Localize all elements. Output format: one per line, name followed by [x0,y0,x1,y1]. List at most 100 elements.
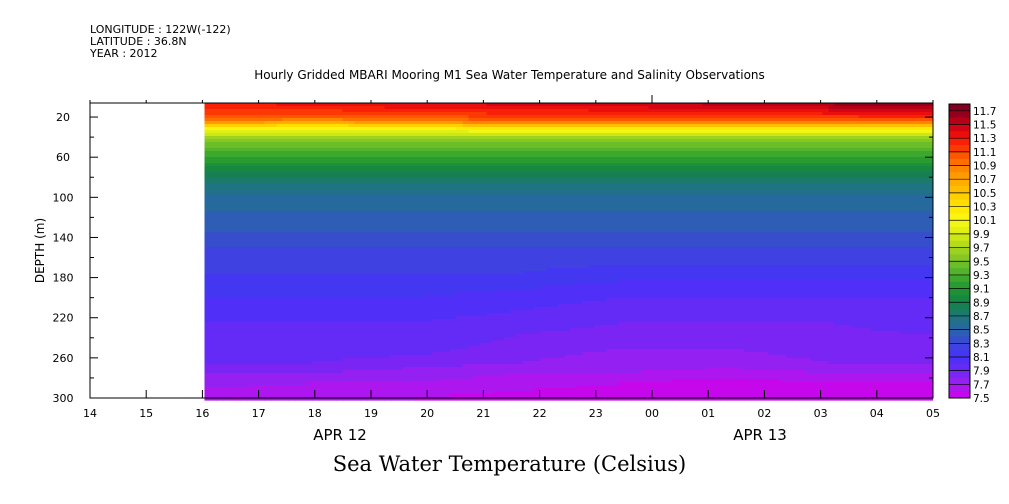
heatmap-cell [492,136,500,140]
heatmap-cell [450,235,458,239]
heatmap-cell [420,226,428,230]
heatmap-cell [480,307,488,311]
heatmap-cell [504,199,512,203]
heatmap-cell [264,238,272,242]
heatmap-cell [354,130,362,134]
heatmap-cell [222,193,230,197]
heatmap-cell [462,148,470,152]
heatmap-cell [474,163,482,167]
heatmap-cell [450,115,458,119]
heatmap-cell [318,274,326,278]
heatmap-cell [210,157,218,161]
heatmap-cell [258,328,266,332]
heatmap-cell [234,397,242,401]
heatmap-cell [438,340,446,344]
heatmap-cell [456,391,464,395]
heatmap-cell [420,166,428,170]
heatmap-cell [372,319,380,323]
heatmap-cell [318,385,326,389]
heatmap-cell [300,238,308,242]
heatmap-cell [228,124,236,128]
heatmap-cell [300,154,308,158]
heatmap-cell [258,154,266,158]
heatmap-cell [258,388,266,392]
heatmap-cell [300,253,308,257]
heatmap-cell [414,115,422,119]
heatmap-cell [348,241,356,245]
heatmap-cell [252,304,260,308]
heatmap-cell [222,202,230,206]
heatmap-cell [366,373,374,377]
heatmap-cell [306,358,314,362]
heatmap-cell [486,262,494,266]
heatmap-cell [210,286,218,290]
heatmap-cell [468,322,476,326]
heatmap-cell [384,187,392,191]
heatmap-cell [234,361,242,365]
heatmap-cell [276,199,284,203]
heatmap-cell [324,151,332,155]
heatmap-cell [294,244,302,248]
heatmap-cell [450,259,458,263]
heatmap-cell [420,139,428,143]
heatmap-cell [348,397,356,401]
heatmap-cell [210,223,218,227]
heatmap-cell [276,154,284,158]
heatmap-cell [270,298,278,302]
heatmap-cell [306,319,314,323]
heatmap-cell [258,220,266,224]
heatmap-cell [462,175,470,179]
heatmap-cell [462,163,470,167]
heatmap-cell [336,382,344,386]
heatmap-cell [438,199,446,203]
heatmap-cell [396,385,404,389]
heatmap-cell [276,187,284,191]
heatmap-cell [348,151,356,155]
heatmap-cell [348,160,356,164]
heatmap-cell [312,307,320,311]
heatmap-cell [408,172,416,176]
heatmap-cell [258,211,266,215]
heatmap-cell [366,295,374,299]
heatmap-cell [252,160,260,164]
heatmap-cell [456,139,464,143]
heatmap-cell [246,166,254,170]
heatmap-cell [396,148,404,152]
heatmap-cell [258,238,266,242]
heatmap-cell [246,253,254,257]
heatmap-cell [396,136,404,140]
heatmap-cell [420,274,428,278]
heatmap-cell [348,118,356,122]
heatmap-cell [384,145,392,149]
heatmap-cell [246,307,254,311]
heatmap-cell [342,292,350,296]
heatmap-cell [384,136,392,140]
heatmap-cell [276,289,284,293]
heatmap-cell [432,133,440,137]
heatmap-cell [258,355,266,359]
heatmap-cell [306,166,314,170]
heatmap-cell [396,151,404,155]
heatmap-cell [480,370,488,374]
heatmap-cell [414,358,422,362]
heatmap-cell [294,319,302,323]
heatmap-cell [462,178,470,182]
heatmap-cell [252,217,260,221]
heatmap-cell [360,391,368,395]
heatmap-cell [468,382,476,386]
heatmap-cell [348,145,356,149]
heatmap-cell [234,247,242,251]
heatmap-cell [204,361,212,365]
heatmap-cell [366,187,374,191]
heatmap-cell [474,361,482,365]
heatmap-cell [318,322,326,326]
heatmap-cell [342,265,350,269]
heatmap-cell [384,193,392,197]
heatmap-cell [312,271,320,275]
heatmap-cell [474,286,482,290]
heatmap-cell [348,385,356,389]
heatmap-cell [354,295,362,299]
heatmap-cell [252,307,260,311]
heatmap-cell [348,220,356,224]
heatmap-cell [498,301,506,305]
